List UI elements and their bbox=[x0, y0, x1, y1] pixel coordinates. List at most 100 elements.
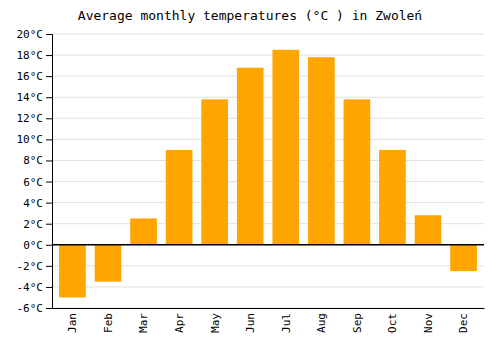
grid-line bbox=[52, 308, 484, 309]
x-axis: Jan Feb Mar Apr May Jun Jul Aug Sep Oct Nov Dec bbox=[53, 309, 485, 333]
bar bbox=[166, 150, 193, 245]
tick-label: Apr bbox=[173, 313, 186, 333]
tick-label: May bbox=[209, 313, 222, 333]
grid-line bbox=[52, 286, 484, 287]
tick-mark bbox=[46, 182, 52, 183]
tick-label: Jul bbox=[280, 313, 293, 333]
tick-label: 10°C bbox=[17, 133, 44, 146]
tick-mark bbox=[46, 287, 52, 288]
bar bbox=[344, 99, 371, 244]
tick-label: Sep bbox=[351, 313, 364, 333]
tick: Aug bbox=[315, 313, 328, 333]
tick-label: Aug bbox=[315, 313, 328, 333]
tick-label: 6°C bbox=[23, 176, 43, 189]
tick-label: Mar bbox=[137, 313, 150, 333]
bar bbox=[450, 245, 477, 271]
tick: 4°C bbox=[23, 197, 52, 210]
tick: Jan bbox=[66, 313, 79, 333]
tick-mark bbox=[46, 118, 52, 119]
tick-label: Jun bbox=[244, 313, 257, 333]
tick-label: 2°C bbox=[23, 218, 43, 231]
tick: 10°C bbox=[17, 133, 53, 146]
tick: 14°C bbox=[17, 91, 53, 104]
bar bbox=[272, 50, 299, 245]
tick-label: 18°C bbox=[17, 49, 44, 62]
tick: Oct bbox=[386, 313, 399, 333]
tick-mark bbox=[46, 55, 52, 56]
grid bbox=[52, 34, 484, 308]
tick: 6°C bbox=[23, 176, 52, 189]
tick-label: 0°C bbox=[23, 239, 43, 252]
bar bbox=[95, 245, 122, 282]
y-axis: -6°C -4°C -2°C 0°C 2°C 4°C 6°C 8°C 10°C 12°C 14°C 1… bbox=[17, 28, 53, 315]
title: Average monthly temperatures (°C ) in Zw… bbox=[78, 8, 422, 23]
bar bbox=[237, 68, 264, 245]
tick: Apr bbox=[173, 313, 186, 333]
tick-label: 4°C bbox=[23, 197, 43, 210]
grid-line bbox=[52, 160, 484, 161]
tick-label: Nov bbox=[422, 313, 435, 333]
tick: 16°C bbox=[17, 70, 53, 83]
grid-line bbox=[52, 139, 484, 140]
tick-label: Feb bbox=[102, 313, 115, 333]
plot: -6°C -4°C -2°C 0°C 2°C 4°C 6°C 8°C 10°C 12°C 14°C 1… bbox=[17, 28, 485, 333]
tick-mark bbox=[46, 224, 52, 225]
tick: Sep bbox=[351, 313, 364, 333]
tick: 20°C bbox=[17, 28, 53, 41]
bar bbox=[379, 150, 406, 245]
tick-label: Jan bbox=[66, 313, 79, 333]
chart: Average monthly temperatures (°C ) in Zw… bbox=[0, 0, 500, 350]
grid-line bbox=[52, 97, 484, 98]
zero-line bbox=[52, 244, 484, 246]
tick-label: 8°C bbox=[23, 154, 43, 167]
tick: Nov bbox=[422, 313, 435, 333]
tick-label: 12°C bbox=[17, 112, 44, 125]
tick: Jul bbox=[280, 313, 293, 333]
tick-mark bbox=[46, 308, 52, 309]
tick: -2°C bbox=[17, 260, 53, 273]
bar bbox=[415, 215, 442, 245]
bar bbox=[59, 245, 86, 298]
tick-mark bbox=[46, 97, 52, 98]
tick-label: -2°C bbox=[17, 260, 44, 273]
grid-line bbox=[52, 55, 484, 56]
tick: Mar bbox=[137, 313, 150, 333]
tick-label: -4°C bbox=[17, 281, 44, 294]
tick-mark bbox=[46, 160, 52, 161]
tick: 8°C bbox=[23, 154, 52, 167]
tick-label: Oct bbox=[386, 313, 399, 333]
tick: 2°C bbox=[23, 218, 52, 231]
tick-mark bbox=[46, 203, 52, 204]
grid-line bbox=[52, 118, 484, 119]
tick: May bbox=[209, 313, 222, 333]
bars bbox=[52, 50, 484, 298]
axis-domain bbox=[46, 35, 53, 309]
tick-mark bbox=[46, 34, 52, 35]
tick: Jun bbox=[244, 313, 257, 333]
tick-label: 14°C bbox=[17, 91, 44, 104]
tick-label: 16°C bbox=[17, 70, 44, 83]
tick: 0°C bbox=[23, 239, 52, 252]
grid-line bbox=[52, 244, 484, 245]
tick-label: 20°C bbox=[17, 28, 44, 41]
bar bbox=[308, 57, 335, 245]
bar bbox=[130, 218, 157, 244]
grid-line bbox=[52, 202, 484, 203]
tick-mark bbox=[46, 266, 52, 267]
tick: 12°C bbox=[17, 112, 53, 125]
tick: Dec bbox=[457, 313, 470, 333]
axis-domain bbox=[53, 308, 485, 309]
tick-label: Dec bbox=[457, 313, 470, 333]
tick-mark bbox=[46, 139, 52, 140]
tick: 18°C bbox=[17, 49, 53, 62]
tick: Feb bbox=[102, 313, 115, 333]
grid-line bbox=[52, 76, 484, 77]
tick-mark bbox=[46, 245, 52, 246]
tick-mark bbox=[46, 76, 52, 77]
grid-line bbox=[52, 34, 484, 35]
tick: -4°C bbox=[17, 281, 53, 294]
tick: -6°C bbox=[17, 302, 53, 315]
bar bbox=[201, 99, 228, 244]
grid-line bbox=[52, 181, 484, 182]
tick-label: -6°C bbox=[17, 302, 44, 315]
